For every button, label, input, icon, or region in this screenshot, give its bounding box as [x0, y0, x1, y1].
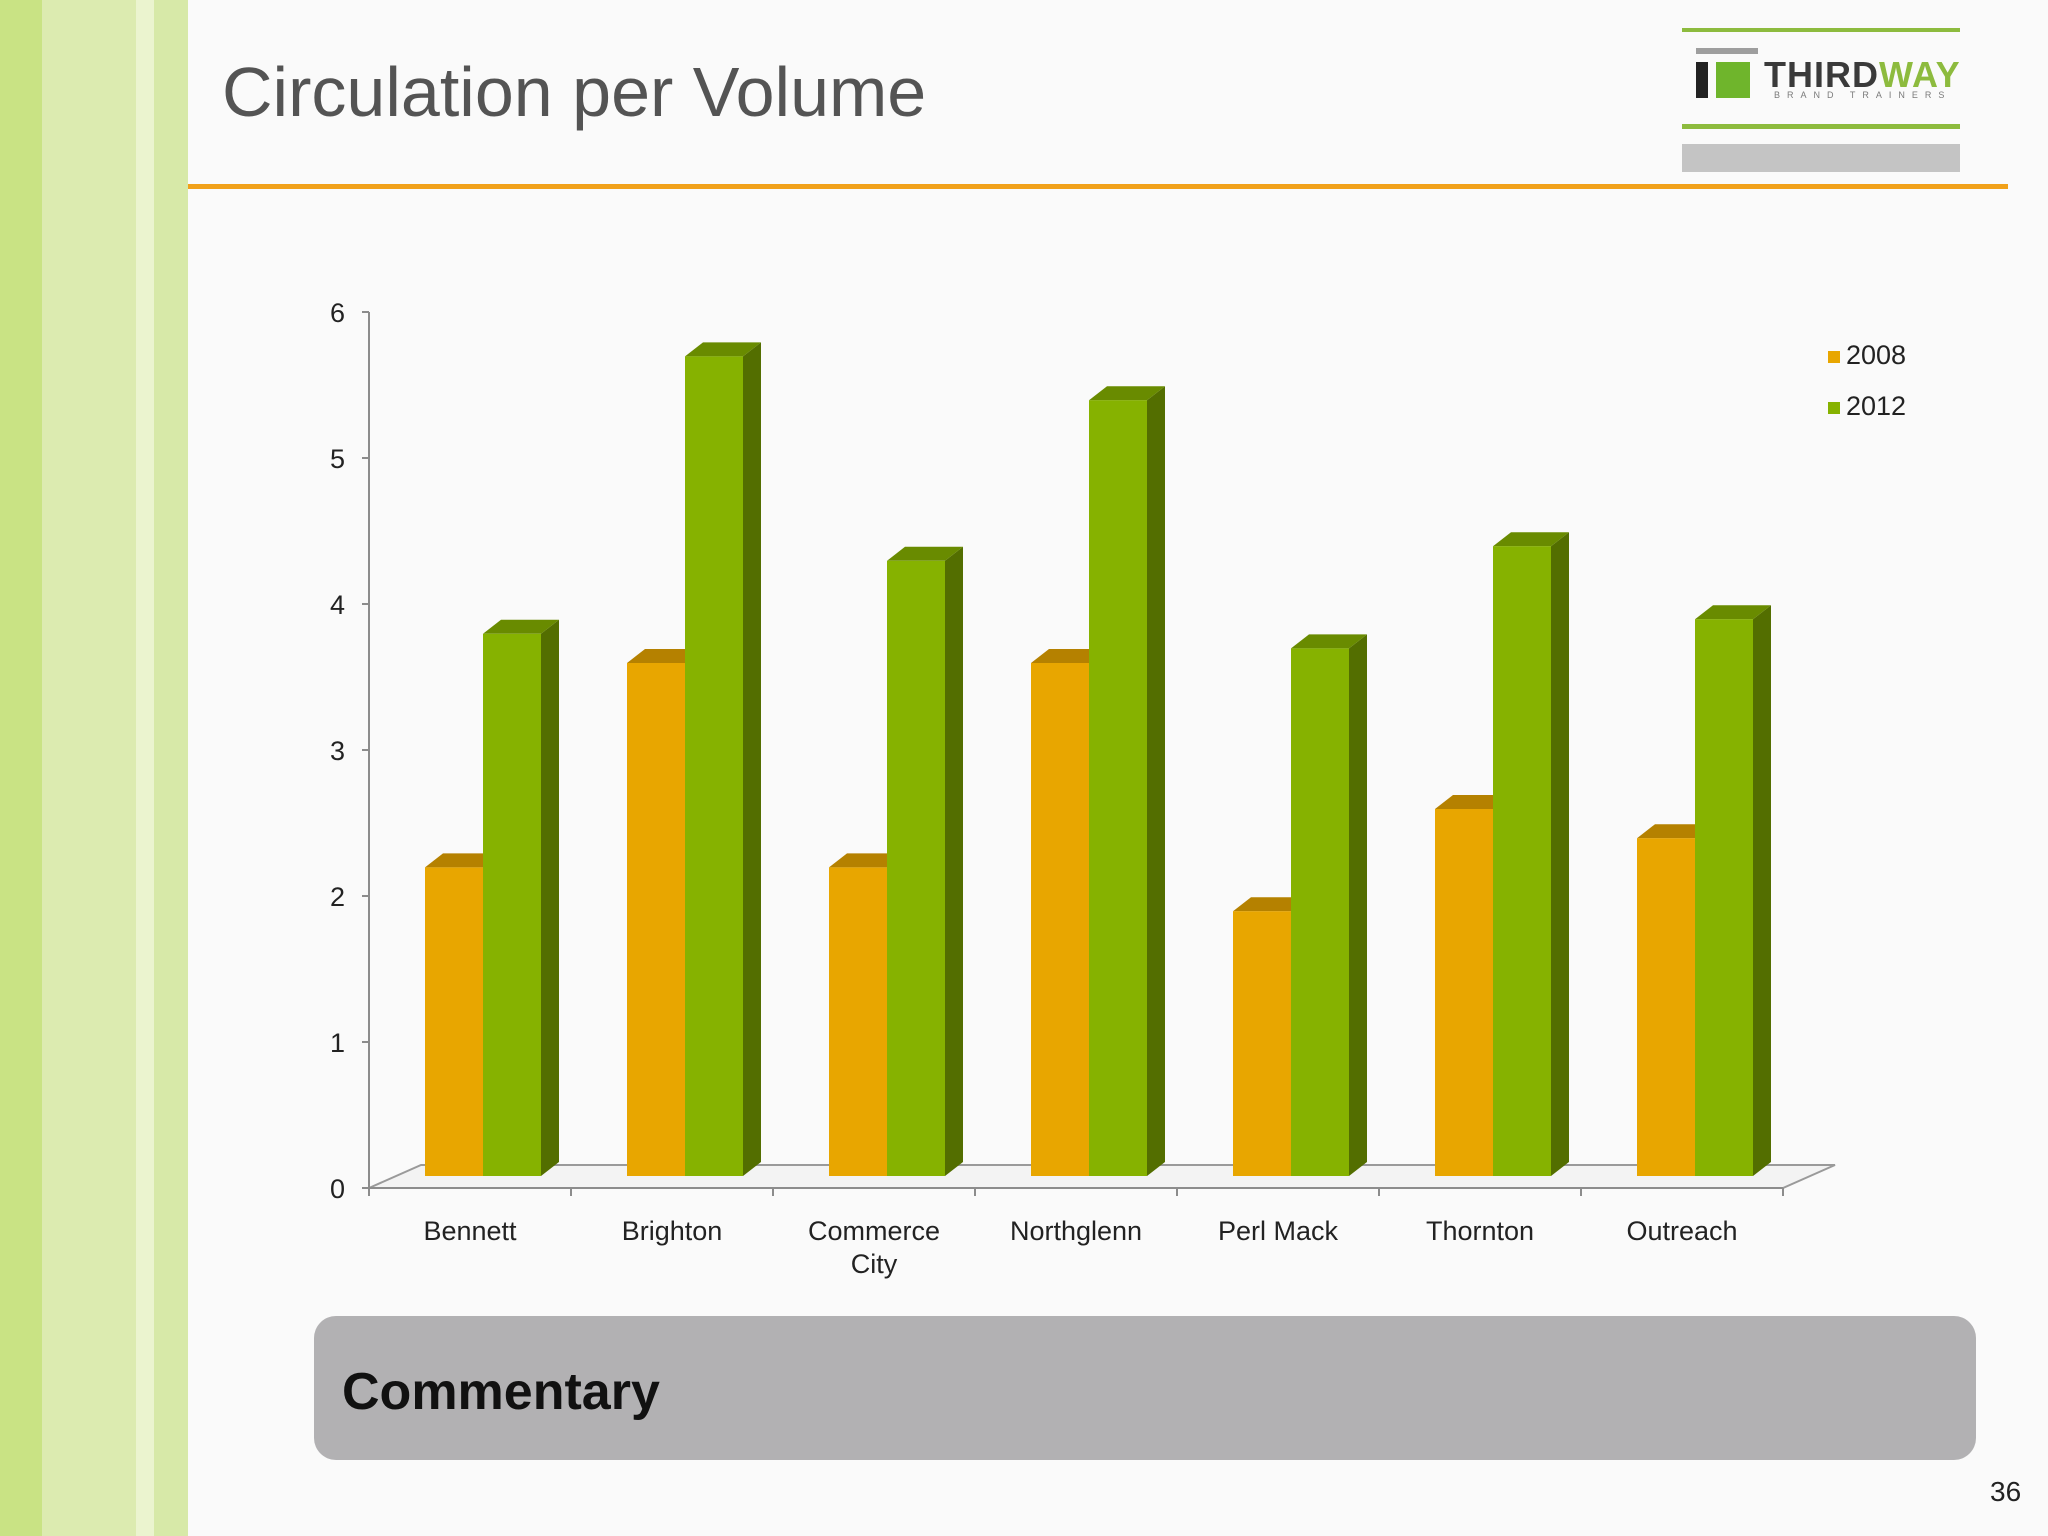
logo-top-bar: [1682, 28, 1960, 32]
bar-top: [1435, 795, 1511, 809]
bar-side: [1753, 605, 1771, 1176]
logo-wordmark: THIRDWAY: [1764, 54, 1961, 96]
bar-side: [743, 342, 761, 1176]
bar-side: [541, 619, 559, 1176]
bar: [1291, 648, 1349, 1176]
x-tick-label: Brighton: [622, 1216, 723, 1246]
logo-word-part1: THIRD: [1764, 54, 1879, 95]
legend-label: 2008: [1846, 340, 1906, 370]
page-number: 36: [1990, 1476, 2022, 1507]
title-underline: [188, 184, 2008, 189]
y-tick-label: 4: [330, 590, 345, 620]
bar-top: [887, 546, 963, 561]
legend-swatch: [1828, 351, 1840, 363]
logo-grey-bar: [1682, 144, 1960, 172]
bar: [829, 867, 887, 1176]
bar: [1435, 809, 1493, 1176]
bar-top: [829, 853, 905, 868]
bar-top: [627, 649, 703, 663]
bar: [887, 560, 945, 1176]
x-tick-label: Commerce: [808, 1216, 940, 1246]
slide-title: Circulation per Volume: [222, 53, 927, 131]
bar-top: [1637, 824, 1713, 839]
bar-top: [1493, 532, 1569, 547]
x-tick-label: Thornton: [1426, 1216, 1534, 1246]
bar: [1233, 911, 1291, 1176]
x-tick-label: Bennett: [423, 1216, 517, 1246]
x-tick-label: Northglenn: [1010, 1216, 1142, 1246]
bar: [1695, 619, 1753, 1176]
bar-top: [483, 619, 559, 634]
legend-label: 2012: [1846, 391, 1906, 421]
bar-top: [1089, 386, 1165, 401]
bar: [1031, 663, 1089, 1176]
y-tick-label: 1: [330, 1028, 345, 1058]
sidebar-stripes: [0, 0, 188, 1536]
bar: [483, 633, 541, 1176]
logo-tagline: BRAND TRAINERS: [1774, 90, 1952, 100]
legend-swatch: [1828, 402, 1840, 414]
bar: [425, 867, 483, 1176]
x-tick-label: Outreach: [1626, 1216, 1737, 1246]
y-tick-label: 2: [330, 882, 345, 912]
logo-word-part2: WAY: [1879, 54, 1961, 95]
bar-top: [425, 853, 501, 868]
y-tick-label: 5: [330, 444, 345, 474]
logo-mark-icon: [1696, 48, 1758, 98]
thirdway-logo: THIRDWAY BRAND TRAINERS: [1682, 28, 1960, 173]
x-tick-label: Perl Mack: [1218, 1216, 1339, 1246]
bar-top: [1233, 897, 1309, 912]
logo-bottom-bar: [1682, 124, 1960, 129]
commentary-box: Commentary: [314, 1316, 1976, 1460]
x-tick-label: City: [851, 1249, 898, 1279]
bar-top: [1291, 634, 1367, 649]
bar: [1089, 400, 1147, 1176]
bar-side: [1349, 634, 1367, 1176]
commentary-label: Commentary: [342, 1363, 660, 1421]
bar-top: [1695, 605, 1771, 620]
bar: [1637, 838, 1695, 1176]
y-tick-label: 6: [330, 298, 345, 328]
bar-top: [685, 342, 761, 357]
bar: [627, 663, 685, 1176]
bar: [1493, 546, 1551, 1176]
bar-side: [1147, 386, 1165, 1176]
y-tick-label: 3: [330, 736, 345, 766]
y-tick-label: 0: [330, 1174, 345, 1204]
bar-side: [1551, 532, 1569, 1176]
bar-side: [945, 546, 963, 1176]
bar: [685, 356, 743, 1176]
bar-top: [1031, 649, 1107, 663]
